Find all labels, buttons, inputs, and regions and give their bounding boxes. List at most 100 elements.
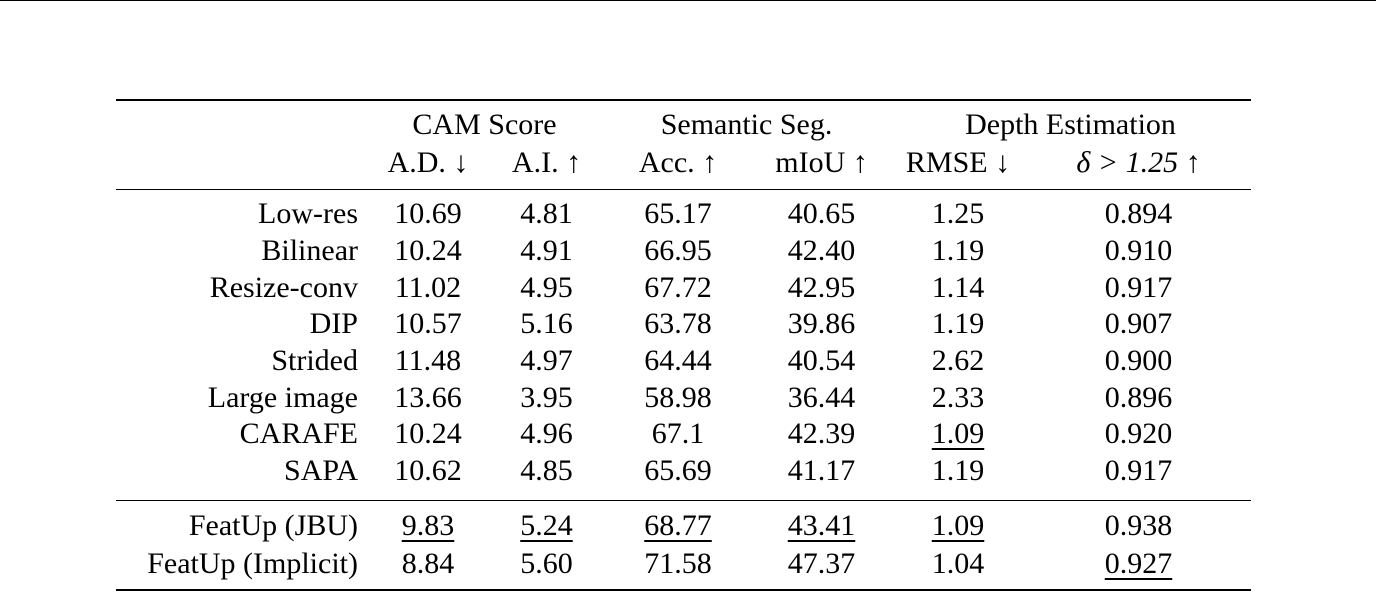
table-cell-bold: 8.84 xyxy=(401,546,455,580)
table-cell: 5.16 xyxy=(520,307,573,341)
table-cell: 42.95 xyxy=(787,270,856,304)
value-text: 0.927 xyxy=(1104,546,1173,580)
table-cell: 4.81 xyxy=(520,197,573,231)
metric-header-miou: mIoU ↑ xyxy=(775,146,868,179)
table-cell: 0.917 xyxy=(1104,454,1173,488)
table-cell: 67.72 xyxy=(644,270,712,304)
row-label: Bilinear xyxy=(261,234,358,268)
row-label: Low-res xyxy=(258,197,358,231)
row-label: Large image xyxy=(207,380,358,414)
row-label: CARAFE xyxy=(239,417,358,451)
value-text: 43.41 xyxy=(787,508,856,542)
table-row: Large image 13.66 3.95 58.98 36.44 2.33 … xyxy=(116,379,1251,416)
table-cell-bold: 47.37 xyxy=(787,546,856,580)
table-cell: 36.44 xyxy=(787,380,856,414)
table-cell: 42.39 xyxy=(787,417,856,451)
metric-header-row: A.D. ↓ A.I. ↑ Acc. ↑ mIoU ↑ RMSE ↓ δ > 1… xyxy=(116,143,1251,190)
table-cell: 1.25 xyxy=(931,197,985,231)
table-cell-underlined: 1.09 xyxy=(931,417,985,451)
table-cell: 10.69 xyxy=(394,197,462,231)
table-cell: 1.14 xyxy=(931,270,985,304)
table-cell-bold: 0.938 xyxy=(1104,508,1173,542)
table-row: DIP 10.57 5.16 63.78 39.86 1.19 0.907 xyxy=(116,306,1251,343)
baseline-rows: Low-res 10.69 4.81 65.17 40.65 1.25 0.89… xyxy=(116,189,1252,501)
table-cell: 41.17 xyxy=(787,454,856,488)
table-cell: 67.1 xyxy=(651,417,705,451)
row-label: Strided xyxy=(271,344,358,378)
table-row: SAPA 10.62 4.85 65.69 41.17 1.19 0.917 xyxy=(116,453,1251,500)
metric-header-ai: A.I. ↑ xyxy=(511,146,582,179)
results-table-container: CAM Score Semantic Seg. Depth Estimation… xyxy=(116,99,1252,591)
metric-header-delta: δ > 1.25 ↑ xyxy=(1076,146,1201,179)
table-cell: 65.69 xyxy=(644,454,712,488)
column-group-header-row: CAM Score Semantic Seg. Depth Estimation xyxy=(116,100,1252,143)
table-cell: 4.97 xyxy=(520,344,573,378)
table-cell: 40.65 xyxy=(787,197,856,231)
group-header-cam-score: CAM Score xyxy=(412,108,557,141)
table-cell-underlined: 0.927 xyxy=(1026,545,1251,590)
table-cell: 2.62 xyxy=(931,344,985,378)
table-cell: 11.02 xyxy=(394,270,462,304)
value-text: 1.09 xyxy=(931,508,985,542)
table-cell: 4.85 xyxy=(520,454,573,488)
table-row: Resize-conv 11.02 4.95 67.72 42.95 1.14 … xyxy=(116,269,1251,306)
table-cell: 10.62 xyxy=(394,454,462,488)
table-cell: 40.54 xyxy=(787,344,856,378)
table-row: FeatUp (JBU) 9.83 5.24 68.77 43.41 1.09 … xyxy=(116,500,1252,545)
table-cell: 0.894 xyxy=(1104,197,1173,231)
table-cell: 11.48 xyxy=(394,344,462,378)
table-cell: 0.900 xyxy=(1104,344,1173,378)
value-text: 5.24 xyxy=(520,508,573,542)
table-cell: 0.910 xyxy=(1104,234,1173,268)
featup-rows: FeatUp (JBU) 9.83 5.24 68.77 43.41 1.09 … xyxy=(116,500,1252,590)
table-cell: 4.96 xyxy=(520,417,573,451)
table-cell-underlined: 68.77 xyxy=(603,500,753,545)
table-cell: 10.57 xyxy=(394,307,462,341)
table-cell: 0.907 xyxy=(1104,307,1173,341)
group-header-semantic-seg: Semantic Seg. xyxy=(660,108,833,141)
table-cell: 3.95 xyxy=(520,380,573,414)
table-cell: 64.44 xyxy=(644,344,712,378)
table-row: Strided 11.48 4.97 64.44 40.54 2.62 0.90… xyxy=(116,343,1251,380)
table-cell: 13.66 xyxy=(394,380,462,414)
table-cell: 65.17 xyxy=(644,197,712,231)
table-cell-bold: 1.04 xyxy=(931,546,985,580)
table-cell: 4.95 xyxy=(520,270,573,304)
page-top-rule xyxy=(0,0,1376,1)
table-cell: 39.86 xyxy=(787,307,856,341)
table-cell: 2.33 xyxy=(931,380,985,414)
metric-header-rmse: RMSE ↓ xyxy=(905,146,1011,179)
table-cell: 0.896 xyxy=(1104,380,1173,414)
results-table: CAM Score Semantic Seg. Depth Estimation… xyxy=(116,99,1252,591)
table-row: FeatUp (Implicit) 8.84 5.60 71.58 47.37 … xyxy=(116,545,1251,590)
table-cell: 1.19 xyxy=(931,307,985,341)
table-cell: 10.24 xyxy=(394,234,462,268)
table-cell: 1.19 xyxy=(931,234,985,268)
row-label: FeatUp (JBU) xyxy=(188,508,358,542)
table-cell: 58.98 xyxy=(644,380,712,414)
value-text: 9.83 xyxy=(401,508,455,542)
table-cell-bold: 71.58 xyxy=(644,546,712,580)
table-cell: 10.24 xyxy=(394,417,462,451)
table-cell: 0.920 xyxy=(1104,417,1173,451)
empty-header-cell xyxy=(116,143,366,190)
row-label: Resize-conv xyxy=(209,270,358,304)
table-row: Low-res 10.69 4.81 65.17 40.65 1.25 0.89… xyxy=(116,189,1252,233)
table-cell-bold: 5.60 xyxy=(520,546,573,580)
table-row: CARAFE 10.24 4.96 67.1 42.39 1.09 0.920 xyxy=(116,416,1251,453)
table-cell-underlined: 5.24 xyxy=(490,500,603,545)
table-cell: 1.19 xyxy=(931,454,985,488)
table-cell: 42.40 xyxy=(787,234,856,268)
table-row: Bilinear 10.24 4.91 66.95 42.40 1.19 0.9… xyxy=(116,233,1251,270)
table-cell: 4.91 xyxy=(520,234,573,268)
table-cell: 66.95 xyxy=(644,234,712,268)
row-label: FeatUp (Implicit) xyxy=(147,546,358,580)
metric-header-ad: A.D. ↓ xyxy=(387,146,469,179)
row-label: SAPA xyxy=(284,454,358,488)
empty-header-cell xyxy=(116,100,366,143)
table-cell: 0.917 xyxy=(1104,270,1173,304)
table-cell: 63.78 xyxy=(644,307,712,341)
table-cell-underlined: 1.09 xyxy=(890,500,1026,545)
table-cell-underlined: 43.41 xyxy=(753,500,890,545)
metric-header-acc: Acc. ↑ xyxy=(638,146,718,179)
